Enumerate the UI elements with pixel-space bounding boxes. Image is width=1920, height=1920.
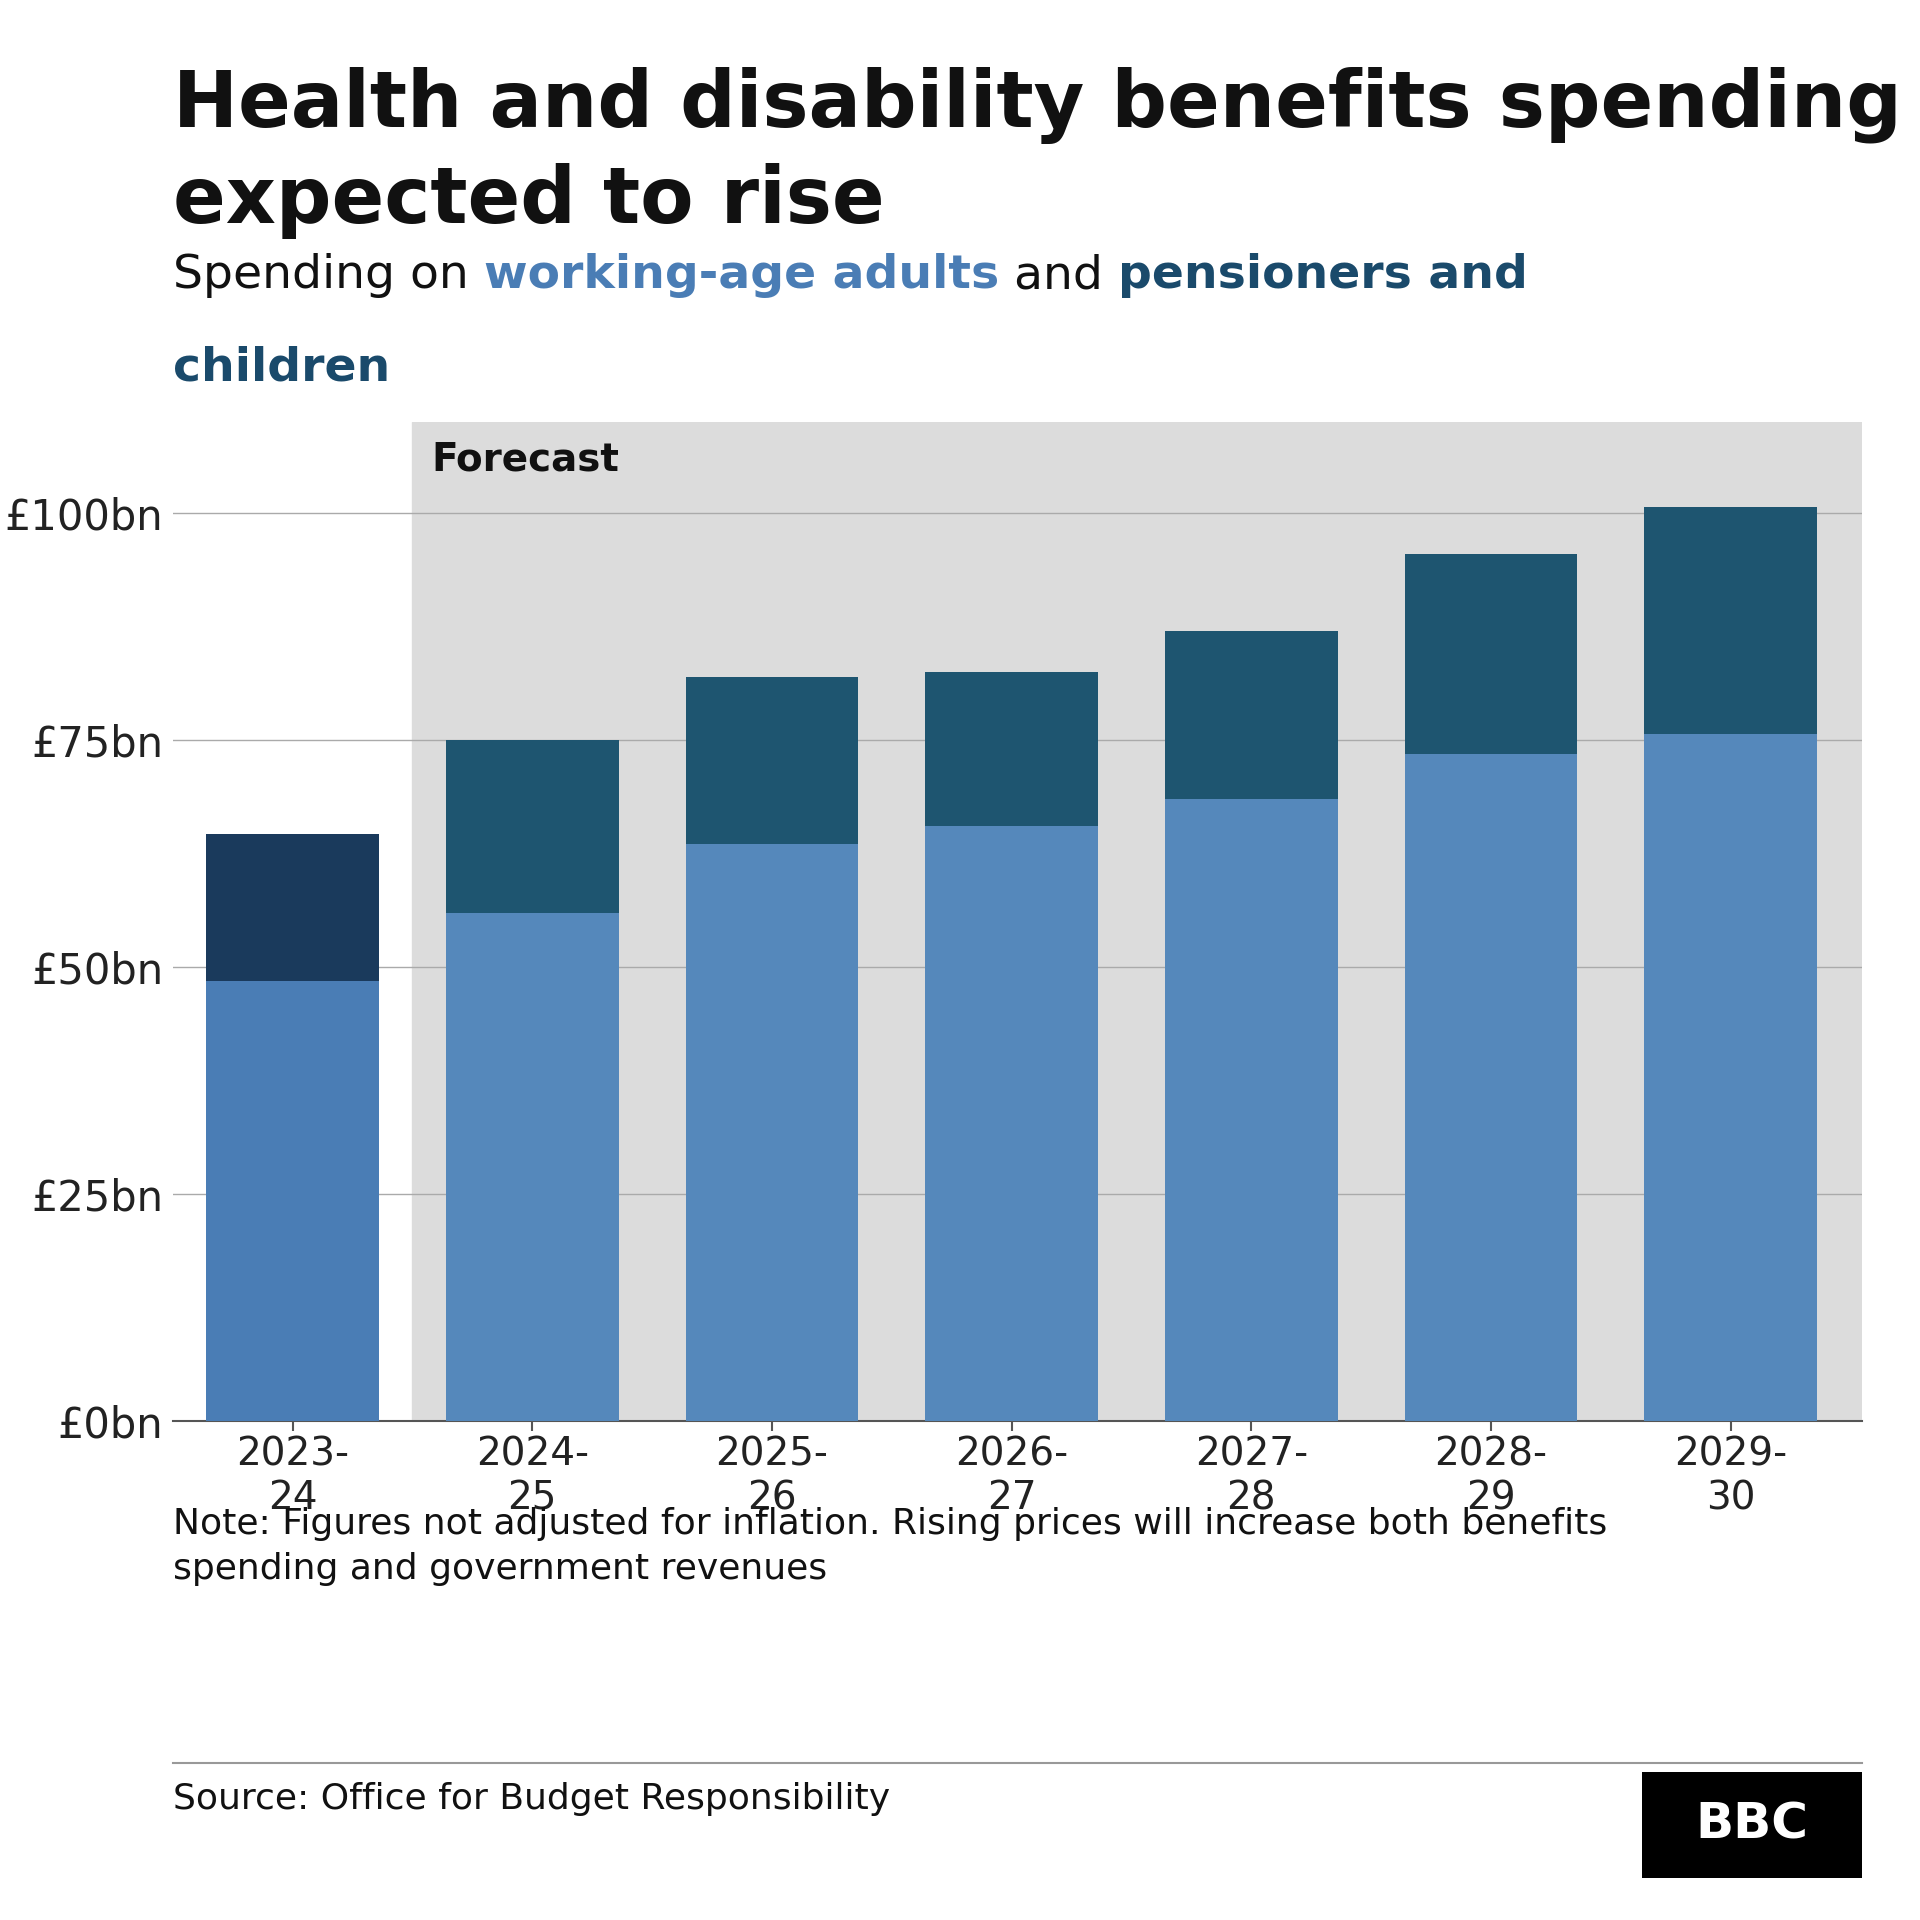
Text: Spending on: Spending on (173, 253, 484, 298)
Bar (1405, 555, 1576, 755)
Bar (1165, 632, 1338, 799)
Bar (445, 912, 618, 1421)
Bar (685, 845, 858, 1421)
Bar (205, 981, 378, 1421)
Bar (445, 739, 618, 912)
Bar (1165, 799, 1338, 1421)
Text: expected to rise: expected to rise (173, 163, 885, 240)
Bar (685, 676, 858, 845)
Bar (925, 672, 1098, 826)
Text: Source: Office for Budget Responsibility: Source: Office for Budget Responsibility (173, 1782, 891, 1816)
Text: pensioners and: pensioners and (1117, 253, 1528, 298)
Text: Forecast: Forecast (432, 440, 620, 478)
Bar (1644, 507, 1816, 733)
Bar (1405, 755, 1576, 1421)
Bar (1644, 733, 1816, 1421)
Bar (925, 826, 1098, 1421)
Text: children: children (173, 346, 390, 390)
Text: Health and disability benefits spending is: Health and disability benefits spending … (173, 67, 1920, 144)
Bar (413, 422, 1874, 1421)
Bar (205, 833, 378, 981)
Text: BBC: BBC (1695, 1801, 1809, 1849)
Text: working-age adults: working-age adults (484, 253, 998, 298)
Text: and: and (998, 253, 1117, 298)
Text: Note: Figures not adjusted for inflation. Rising prices will increase both benef: Note: Figures not adjusted for inflation… (173, 1507, 1607, 1586)
